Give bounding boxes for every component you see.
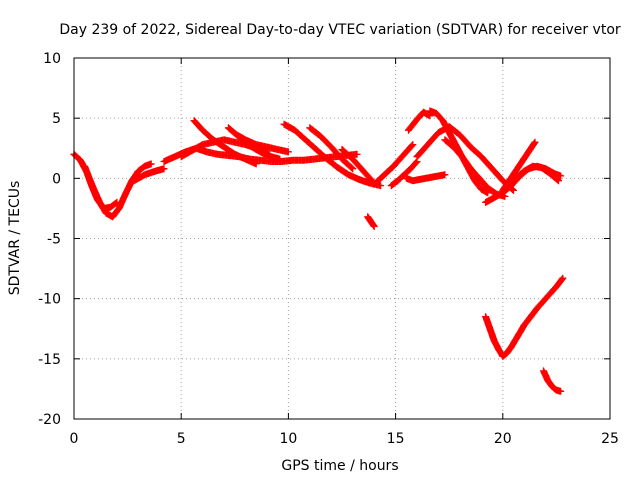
data-points	[70, 107, 567, 395]
series-arc-13	[370, 141, 417, 188]
series-arc-3	[130, 165, 168, 185]
series-arc-1	[70, 150, 155, 221]
y-tick-label: 5	[52, 111, 61, 127]
x-tick-labels: 0 5 10 15 20 25	[70, 431, 619, 447]
series-arc-12	[364, 213, 378, 230]
series-arc-19	[441, 136, 509, 200]
y-tick-label: -5	[47, 232, 61, 248]
x-axis-label: GPS time / hours	[281, 458, 398, 474]
y-tick-label: 10	[43, 51, 61, 67]
x-tick-label: 5	[177, 431, 186, 447]
x-tick-label: 10	[279, 431, 297, 447]
x-tick-label: 0	[70, 431, 79, 447]
scatter-markers	[306, 124, 357, 173]
x-tick-label: 25	[601, 431, 619, 447]
x-tick-label: 20	[494, 431, 512, 447]
x-tick-label: 15	[387, 431, 405, 447]
y-tick-label: -20	[38, 412, 61, 428]
scatter-markers	[364, 213, 378, 230]
scatter-markers	[370, 141, 417, 188]
axis-ticks	[73, 57, 611, 420]
y-tick-label: -15	[38, 352, 61, 368]
scatter-markers	[70, 150, 155, 221]
y-tick-label: 0	[52, 171, 61, 187]
series-arc-15	[402, 171, 449, 185]
scatter-markers	[482, 274, 567, 360]
y-tick-label: -10	[38, 292, 61, 308]
scatter-markers	[405, 108, 434, 134]
series-arc-8	[233, 131, 292, 156]
series-arc-6	[190, 117, 260, 168]
series-arc-16	[405, 108, 434, 134]
scatter-markers	[499, 138, 539, 194]
y-axis-label: SDTVAR / TECUs	[7, 181, 23, 296]
series-arc-14	[387, 158, 421, 190]
series-arc-9	[280, 120, 385, 190]
chart-title: Day 239 of 2022, Sidereal Day-to-day VTE…	[59, 22, 621, 38]
scatter-markers	[441, 136, 509, 200]
scatter-markers	[540, 367, 565, 395]
scatter-markers	[81, 162, 121, 212]
grid-lines	[74, 58, 610, 419]
series-arc-22	[512, 162, 562, 185]
scatter-markers	[190, 117, 260, 168]
scatter-markers	[512, 162, 562, 185]
scatter-markers	[233, 131, 292, 156]
y-tick-labels: 10 5 0 -5 -10 -15 -20	[38, 51, 61, 428]
series-arc-21	[499, 138, 539, 194]
series-arc-23	[482, 274, 567, 360]
series-arc-10	[306, 124, 357, 173]
scatter-markers	[130, 165, 168, 185]
scatter-markers	[387, 158, 421, 190]
scatter-markers	[402, 171, 449, 185]
series-arc-24	[540, 367, 565, 395]
series-arc-2	[81, 162, 121, 212]
scatter-markers	[280, 120, 385, 190]
